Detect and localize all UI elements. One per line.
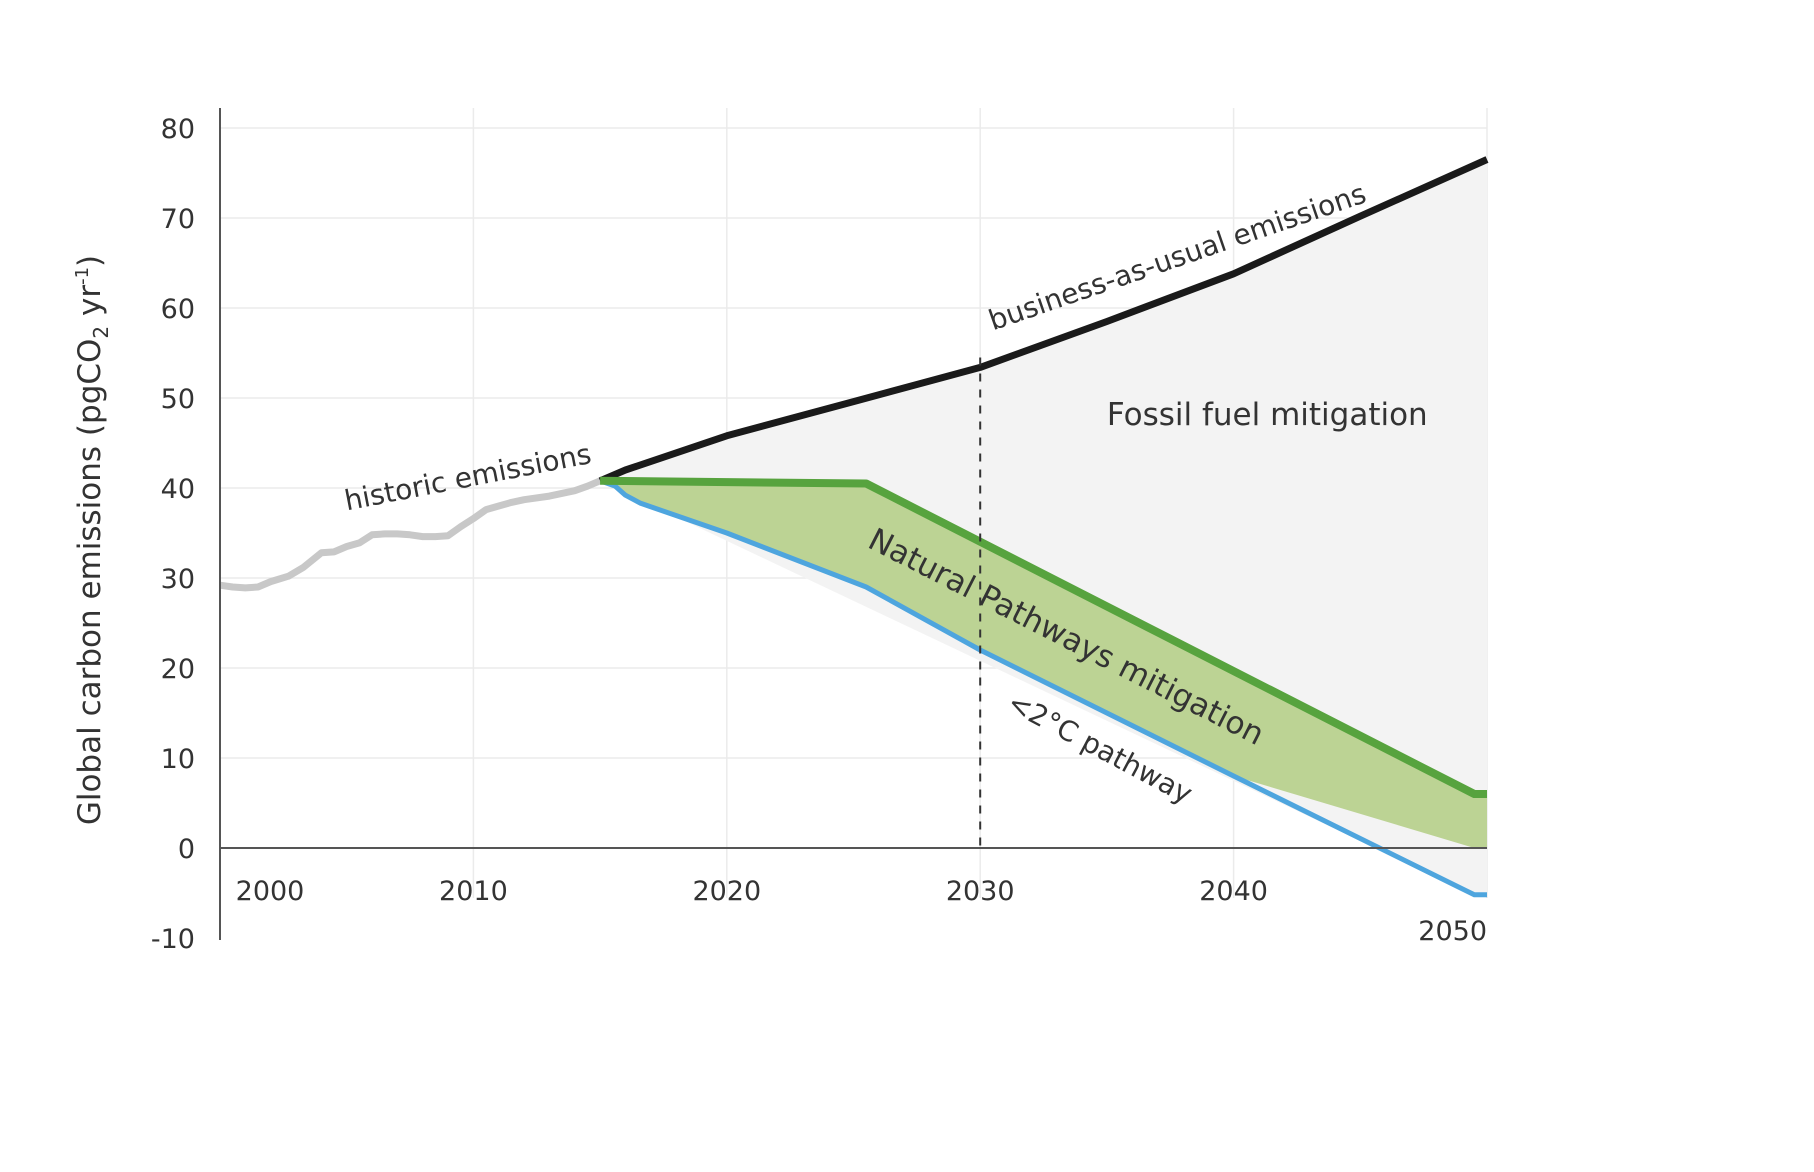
y-tick-label: 10	[161, 744, 195, 775]
y-tick-label: 60	[161, 294, 195, 325]
y-tick-label: 70	[161, 204, 195, 235]
y-tick-label: 0	[178, 834, 195, 865]
area-fills	[600, 159, 1487, 895]
y-tick-label: 50	[161, 384, 195, 415]
natural-pathways-upper-line	[600, 476, 1487, 798]
y-tick-label: 40	[161, 474, 195, 505]
y-axis-title: Global carbon emissions (pgCO2 yr-1)	[72, 255, 113, 825]
y-tick-label: 20	[161, 654, 195, 685]
natural-pathways-mitigation-area	[600, 480, 1487, 848]
x-tick-label: 2050	[1418, 916, 1487, 947]
x-tick-label: 2020	[692, 876, 761, 907]
y-tick-label: -10	[151, 924, 195, 955]
series-lines	[219, 156, 1489, 898]
y-tick-label: 30	[161, 564, 195, 595]
x-tick-label: 2030	[946, 876, 1015, 907]
two-degree-pathway-line	[599, 478, 1487, 898]
y-tick-label: 80	[161, 114, 195, 145]
x-tick-label: 2040	[1199, 876, 1268, 907]
fossil-fuel-mitigation-area-upper	[600, 159, 1487, 794]
business-as-usual-line	[598, 156, 1489, 485]
historic-emissions-line	[219, 477, 602, 592]
historic-emissions-label: historic emissions	[342, 437, 594, 517]
axes	[219, 108, 1487, 940]
x-tick-label: 2010	[439, 876, 508, 907]
x-tick-label: 2000	[236, 876, 305, 907]
fossil-fuel-mitigation-label: Fossil fuel mitigation	[1107, 397, 1428, 433]
